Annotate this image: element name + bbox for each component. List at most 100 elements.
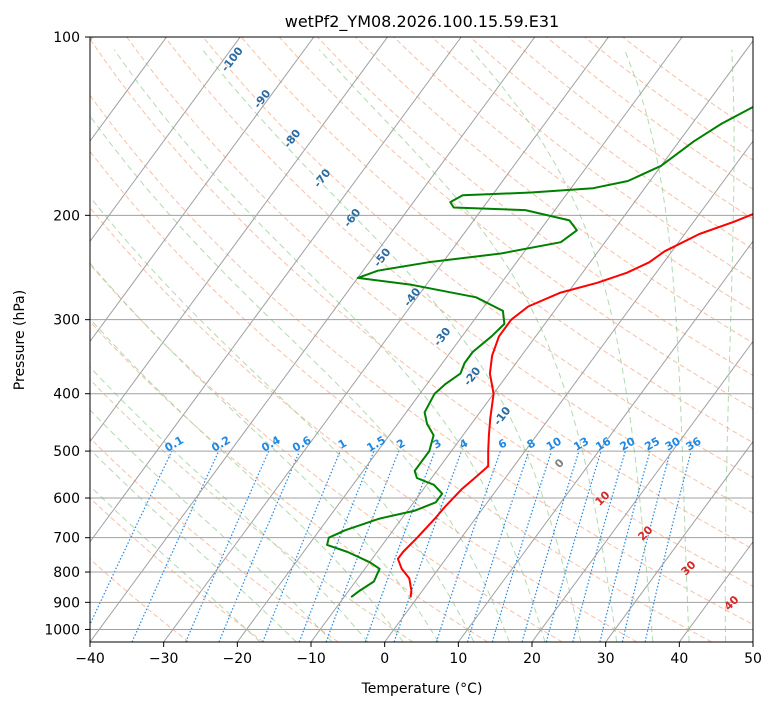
dry-adiabat-line — [90, 38, 753, 587]
background-lines — [90, 37, 753, 642]
dry-adiabat-line — [126, 37, 753, 550]
mixing-ratio-line — [435, 450, 501, 642]
isotherm-gridline — [605, 440, 753, 642]
mixing-ratio-line — [364, 450, 436, 642]
isotherm-gridline — [90, 37, 241, 243]
moist-adiabat-label: 40 — [722, 593, 742, 613]
dry-adiabat-line — [164, 37, 753, 514]
mixing-ratio-line — [185, 450, 270, 642]
x-tick-label: 50 — [744, 651, 762, 667]
dry-adiabat-line — [90, 558, 190, 642]
y-axis-ticks: 100 200 300 400 500 600 700 800 900 1000 — [44, 30, 90, 638]
dry-adiabat-line — [90, 150, 712, 642]
mixing-ratio-line — [393, 450, 463, 642]
isotherm-gridline — [90, 37, 315, 343]
isotherm-gridline — [236, 37, 683, 642]
y-tick-label: 100 — [53, 30, 80, 46]
isotherm-gridline — [531, 340, 753, 642]
mixing-ratio-line — [262, 450, 341, 642]
moist-adiabat-line — [470, 49, 654, 642]
isotherm-gridline — [752, 641, 753, 642]
dry-adiabat-line — [546, 37, 753, 190]
x-tick-label: 20 — [523, 651, 541, 667]
y-tick-label: 800 — [53, 565, 80, 581]
mixing-ratio-label: 2 — [394, 437, 407, 452]
dry-adiabat-label: -30 — [431, 325, 454, 349]
dry-adiabat-line — [90, 497, 264, 642]
isotherm-gridline — [163, 37, 609, 642]
isotherm-gridline — [90, 37, 388, 443]
x-tick-label: 10 — [449, 651, 467, 667]
y-tick-label: 900 — [53, 595, 80, 611]
y-tick-label: 700 — [53, 531, 80, 547]
profiles — [326, 105, 753, 598]
dry-adiabat-label: -10 — [491, 404, 514, 428]
mixing-ratio-line — [491, 450, 553, 642]
moist-adiabat-line — [624, 49, 690, 642]
dry-adiabat-line — [202, 37, 753, 478]
y-tick-label: 500 — [53, 444, 80, 460]
isotherm-gridline — [457, 240, 753, 642]
chart-title: wetPf2_YM08.2026.100.15.59.E31 — [285, 12, 559, 32]
y-tick-label: 300 — [53, 313, 80, 329]
dry-adiabat-line — [90, 263, 563, 642]
moist-adiabat-line — [724, 49, 735, 642]
dry-adiabat-label: -50 — [371, 245, 394, 269]
moist-adiabat-line — [113, 49, 546, 642]
mixing-ratio-line — [572, 450, 626, 642]
mixing-ratio-label: 1 — [336, 437, 349, 452]
dry-adiabat-label: -60 — [341, 206, 364, 230]
moist-adiabat-label: 0 — [552, 456, 567, 471]
isotherm-gridline — [90, 37, 167, 142]
moist-adiabat-line — [90, 485, 261, 642]
dry-adiabat-line — [278, 37, 753, 410]
moist-adiabat-label: 30 — [679, 558, 699, 578]
y-tick-label: 600 — [53, 491, 80, 507]
moist-adiabat-line — [90, 366, 369, 642]
dewpoint-profile-line — [326, 105, 753, 598]
x-tick-label: 0 — [380, 651, 389, 667]
mixing-ratio-line — [90, 450, 173, 626]
dry-adiabat-line — [90, 94, 753, 626]
y-axis-label: Pressure (hPa) — [12, 290, 28, 390]
dry-adiabat-line — [90, 437, 339, 642]
mixing-ratio-line — [466, 450, 530, 642]
mixing-ratio-line — [621, 450, 672, 642]
isotherm-gridline — [310, 40, 753, 642]
y-tick-label: 200 — [53, 208, 80, 224]
x-tick-label: 40 — [670, 651, 688, 667]
mixing-ratio-line — [644, 450, 692, 642]
isotherm-gridline — [384, 140, 753, 642]
dry-adiabat-line — [507, 37, 753, 220]
moist-adiabat-line — [90, 318, 404, 642]
x-tick-label: 30 — [597, 651, 615, 667]
dry-adiabat-label: -100 — [219, 44, 246, 74]
moist-adiabat-line — [202, 49, 582, 642]
x-tick-label: −30 — [149, 651, 179, 667]
moist-adiabat-line — [90, 115, 510, 642]
dry-adiabat-line — [622, 37, 753, 133]
mixing-ratio-line — [131, 450, 220, 642]
dry-adiabat-label: -80 — [281, 127, 304, 151]
mixing-ratio-line — [521, 450, 580, 642]
y-tick-label: 400 — [53, 387, 80, 403]
mixing-ratio-line — [325, 450, 400, 642]
y-tick-label: 1000 — [44, 622, 80, 638]
x-tick-label: −10 — [296, 651, 326, 667]
x-tick-label: −20 — [223, 651, 253, 667]
x-tick-label: −40 — [75, 651, 105, 667]
mixing-ratio-line — [599, 450, 651, 642]
moist-adiabat-line — [90, 409, 333, 642]
x-axis-label: Temperature (°C) — [361, 681, 483, 697]
mixing-ratio-line — [218, 450, 301, 642]
x-axis-ticks: −40 −30 −20 −10 0 10 20 30 40 50 — [75, 642, 762, 667]
mixing-ratio-label: 4 — [457, 436, 470, 451]
dry-adiabat-label: -70 — [311, 166, 334, 190]
temperature-profile-line — [396, 212, 753, 598]
moist-adiabat-label: 20 — [635, 523, 655, 543]
dry-adiabat-line — [431, 37, 753, 281]
dry-adiabat-label: -90 — [251, 87, 274, 111]
mixing-ratio-line — [298, 450, 375, 642]
dry-adiabat-label: -40 — [401, 285, 424, 309]
